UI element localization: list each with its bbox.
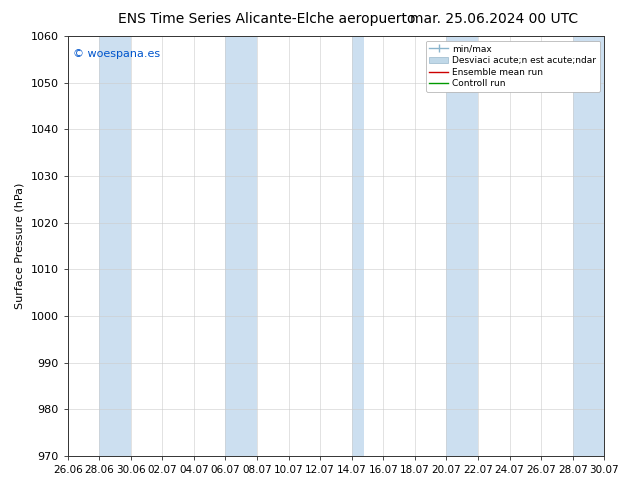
Bar [573, 36, 604, 456]
Y-axis label: Surface Pressure (hPa): Surface Pressure (hPa) [15, 183, 25, 309]
Text: © woespana.es: © woespana.es [73, 49, 160, 59]
Text: mar. 25.06.2024 00 UTC: mar. 25.06.2024 00 UTC [410, 12, 579, 26]
Bar [226, 36, 257, 456]
Bar [446, 36, 478, 456]
Text: ENS Time Series Alicante-Elche aeropuerto: ENS Time Series Alicante-Elche aeropuert… [117, 12, 415, 26]
Legend: min/max, Desviaci acute;n est acute;ndar, Ensemble mean run, Controll run: min/max, Desviaci acute;n est acute;ndar… [426, 41, 600, 92]
Bar [100, 36, 131, 456]
Bar [352, 36, 365, 456]
